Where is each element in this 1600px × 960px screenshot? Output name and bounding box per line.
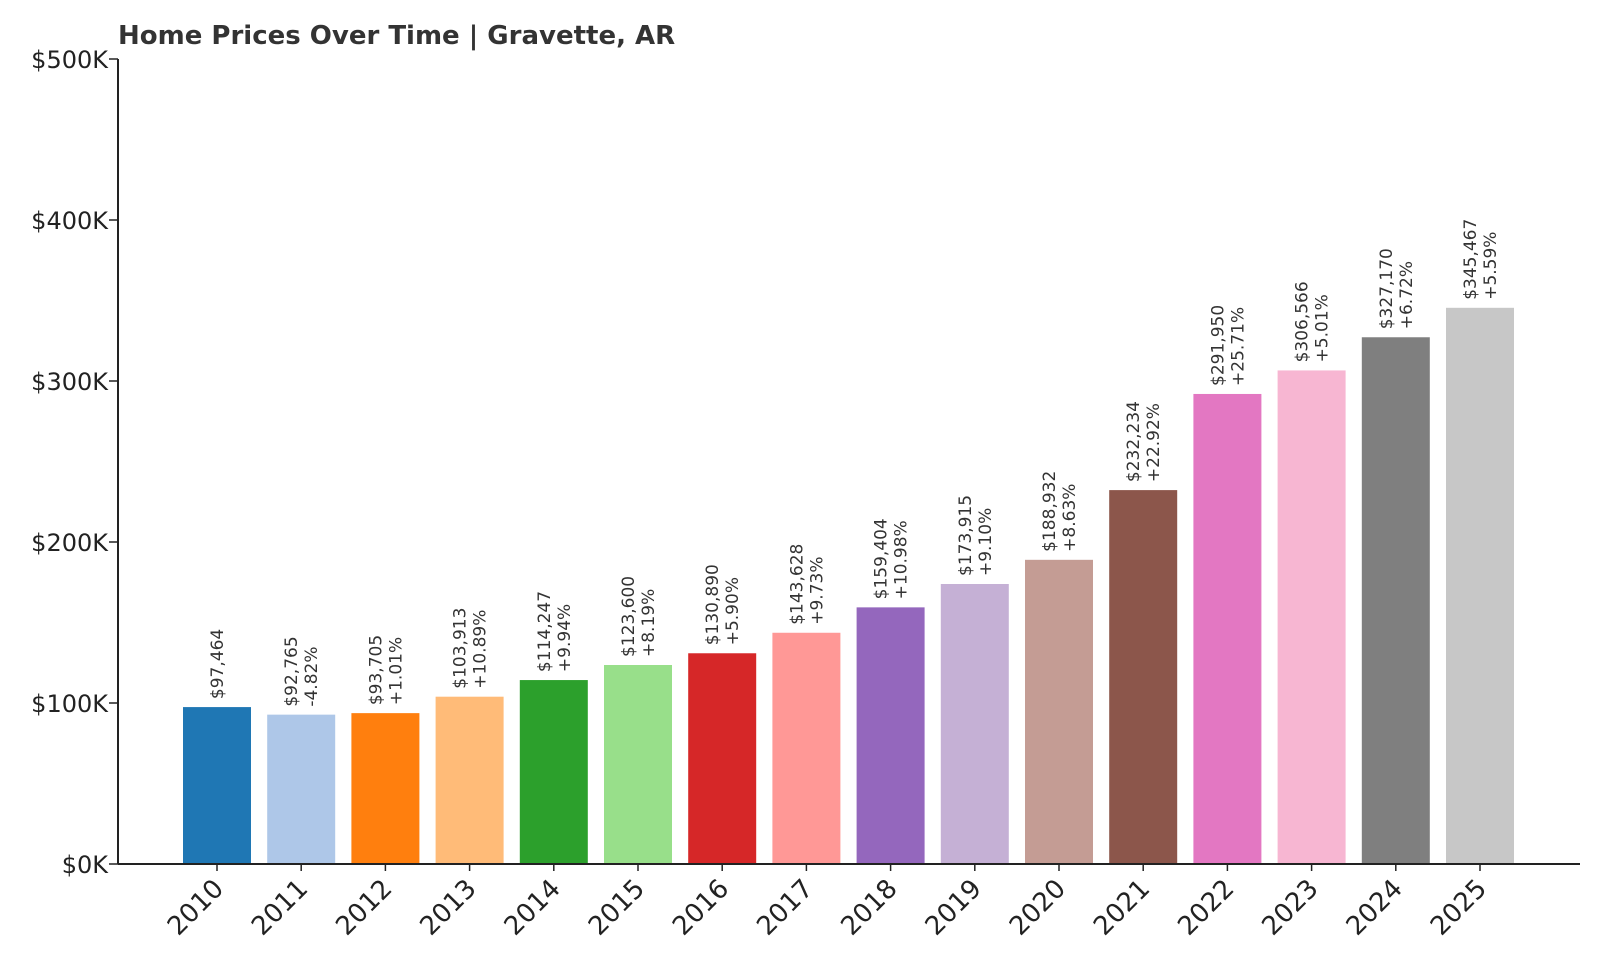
x-tick-label: 2018 <box>836 874 904 942</box>
bar-2015 <box>604 665 672 864</box>
value-label-2023: $306,566 <box>1293 281 1313 362</box>
x-tick-label: 2021 <box>1088 874 1156 942</box>
x-tick-label: 2017 <box>751 874 819 942</box>
change-label-2024: +6.72% <box>1397 261 1417 329</box>
x-tick-label: 2020 <box>1004 874 1072 942</box>
change-label-2014: +9.94% <box>555 604 575 672</box>
change-label-2022: +25.71% <box>1228 307 1248 386</box>
value-label-2014: $114,247 <box>535 591 555 672</box>
bar-2017 <box>772 632 841 864</box>
value-label-2020: $188,932 <box>1040 471 1060 552</box>
value-label-2024: $327,170 <box>1377 248 1397 329</box>
x-tick-label: 2025 <box>1425 874 1493 942</box>
bar-2024 <box>1361 337 1430 864</box>
change-label-2019: +9.10% <box>976 508 996 576</box>
bar-2022 <box>1193 393 1262 864</box>
change-label-2021: +22.92% <box>1144 403 1164 482</box>
bar-2020 <box>1025 559 1093 864</box>
value-label-2019: $173,915 <box>956 495 976 576</box>
y-tick-label: $100K <box>31 690 109 718</box>
bar-2012 <box>351 713 420 864</box>
x-tick-label: 2014 <box>499 874 567 942</box>
change-label-2025: +5.59% <box>1481 232 1501 300</box>
y-axis: $0K $100K $200K $300K $400K $500K <box>31 46 119 879</box>
x-tick-label: 2023 <box>1257 874 1325 942</box>
value-label-2011: $92,765 <box>282 636 302 706</box>
chart-title: Home Prices Over Time | Gravette, AR <box>118 21 675 51</box>
value-label-2021: $232,234 <box>1124 401 1144 482</box>
x-tick-label: 2012 <box>330 874 398 942</box>
y-tick-label: $200K <box>31 529 109 557</box>
value-label-2012: $93,705 <box>366 635 386 705</box>
change-label-2018: +10.98% <box>892 520 912 599</box>
x-tick-label: 2010 <box>162 874 230 942</box>
bar-2025 <box>1446 307 1514 865</box>
value-label-2022: $291,950 <box>1208 305 1228 386</box>
x-axis: 2010 2011 2012 2013 2014 2015 2016 2017 2018 2019… <box>118 863 1580 942</box>
x-tick-label: 2013 <box>415 874 483 942</box>
x-tick-label: 2019 <box>920 874 988 942</box>
bar-2023 <box>1277 370 1346 864</box>
y-tick-label: $0K <box>62 851 110 879</box>
change-label-2012: +1.01% <box>386 637 406 705</box>
y-tick-label: $400K <box>31 207 109 235</box>
change-label-2016: +5.90% <box>723 577 743 645</box>
bars <box>183 307 1514 865</box>
bar-2021 <box>1109 490 1178 864</box>
bar-2016 <box>688 653 757 864</box>
change-label-2017: +9.73% <box>807 557 827 625</box>
bar-2019 <box>940 583 1009 864</box>
change-label-2013: +10.89% <box>471 610 491 689</box>
change-label-2011: -4.82% <box>302 647 322 707</box>
x-tick-label: 2024 <box>1341 874 1409 942</box>
change-label-2020: +8.63% <box>1060 484 1080 552</box>
x-tick-label: 2022 <box>1172 874 1240 942</box>
bar-2011 <box>267 714 336 864</box>
y-tick-label: $300K <box>31 368 109 396</box>
value-label-2017: $143,628 <box>787 544 807 625</box>
y-tick-label: $500K <box>31 46 109 74</box>
x-tick-label: 2016 <box>667 874 735 942</box>
x-tick-label: 2015 <box>583 874 651 942</box>
bar-2018 <box>856 607 925 864</box>
x-tick-label: 2011 <box>246 874 314 942</box>
change-label-2015: +8.19% <box>639 589 659 657</box>
value-label-2018: $159,404 <box>872 518 892 599</box>
value-label-2013: $103,913 <box>451 608 471 689</box>
bar-2013 <box>435 696 504 864</box>
data-labels: $97,464 $92,765 -4.82% $93,705 +1.01% $103,91… <box>208 219 1501 707</box>
bar-2014 <box>519 680 588 864</box>
value-label-2016: $130,890 <box>703 564 723 645</box>
change-label-2023: +5.01% <box>1313 294 1333 362</box>
bar-2010 <box>183 707 251 864</box>
value-label-2010: $97,464 <box>208 629 228 699</box>
value-label-2025: $345,467 <box>1461 219 1481 300</box>
value-label-2015: $123,600 <box>619 576 639 657</box>
